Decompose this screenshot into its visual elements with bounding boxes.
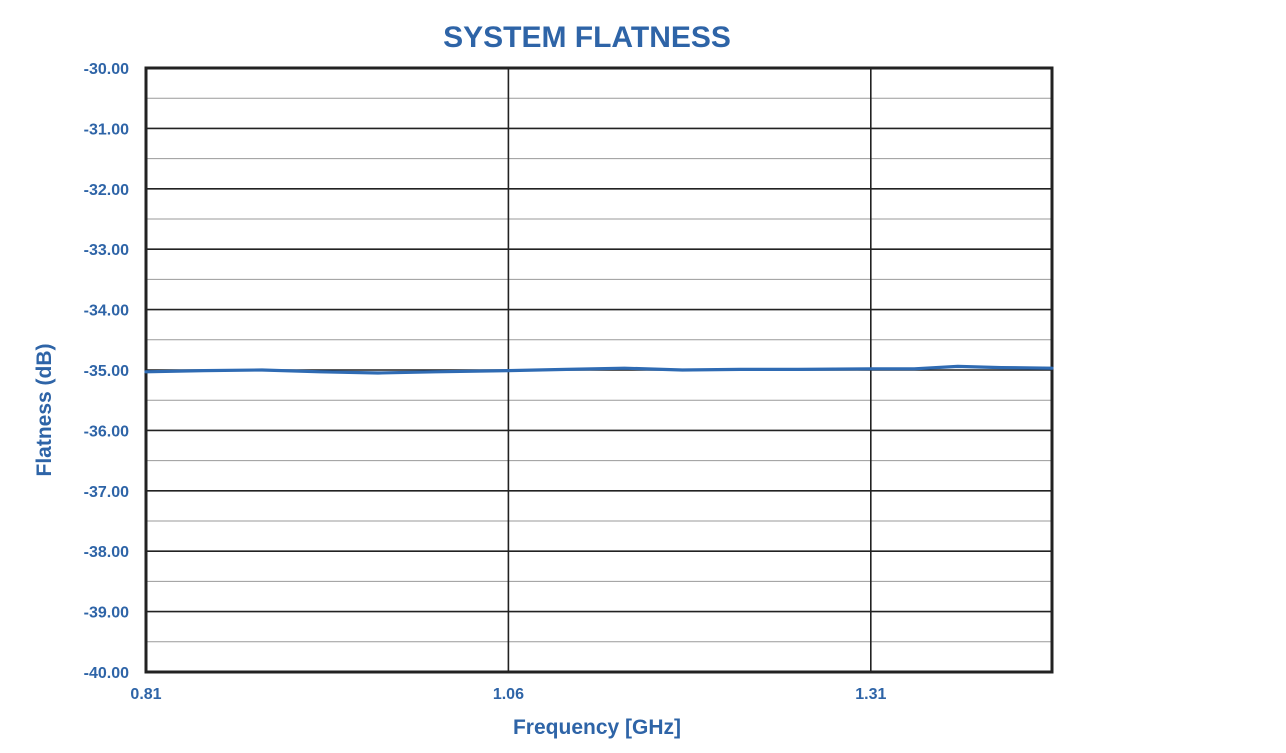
y-tick-label: -31.00 (84, 121, 129, 138)
y-tick-label: -30.00 (84, 61, 129, 78)
y-tick-label: -39.00 (84, 605, 129, 622)
y-tick-label: -33.00 (84, 242, 129, 259)
x-tick-label: 1.06 (493, 686, 524, 703)
x-tick-label: 0.81 (130, 686, 161, 703)
plot-area-frame (144, 66, 1054, 674)
y-tick-label: -38.00 (84, 544, 129, 561)
series-layer (144, 364, 1054, 375)
chart-title: SYSTEM FLATNESS (443, 21, 731, 54)
y-tick-label: -37.00 (84, 484, 129, 501)
y-axis-title: Flatness (dB) (33, 343, 56, 476)
series-line-flatness (144, 364, 1054, 375)
y-tick-label: -34.00 (84, 303, 129, 320)
tick-label-layer: -30.00 -31.00 -32.00 -33.00 -34.00 -35.00 -36.… (84, 61, 887, 703)
y-tick-label: -32.00 (84, 182, 129, 199)
x-axis-title: Frequency [GHz] (513, 716, 681, 739)
y-tick-label: -40.00 (84, 665, 129, 682)
x-tick-label: 1.31 (855, 686, 886, 703)
y-tick-label: -35.00 (84, 363, 129, 380)
y-tick-label: -36.00 (84, 423, 129, 440)
plot-frame-layer (144, 66, 1054, 674)
